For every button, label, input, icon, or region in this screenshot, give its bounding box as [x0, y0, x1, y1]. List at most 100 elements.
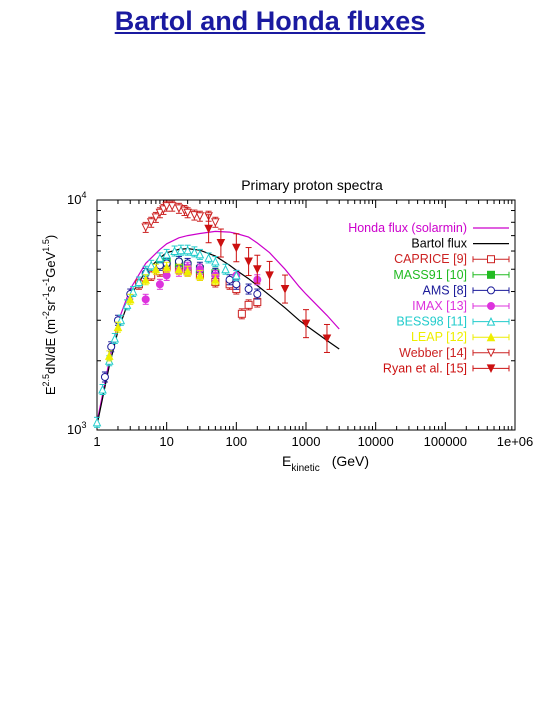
- x-axis-label-sub: kinetic: [291, 463, 319, 474]
- y-axis-label-part: GeV: [43, 251, 58, 277]
- legend-label: AMS [8]: [423, 283, 467, 297]
- x-tick-label: 10000: [358, 434, 394, 449]
- marker: [190, 247, 199, 256]
- marker: [487, 270, 495, 279]
- marker: [244, 300, 253, 309]
- marker: [100, 372, 109, 381]
- marker: [183, 266, 192, 276]
- marker: [183, 245, 192, 255]
- marker: [122, 300, 132, 309]
- y-axis-label-part: sr: [43, 300, 58, 312]
- marker: [125, 294, 135, 304]
- marker: [195, 212, 205, 221]
- marker: [162, 271, 171, 280]
- x-tick-label: 1000: [292, 434, 321, 449]
- x-tick-label: 1e+06: [497, 434, 534, 449]
- y-axis-label-part: -2: [41, 311, 51, 319]
- marker: [486, 348, 496, 358]
- chart-title: Primary proton spectra: [241, 177, 383, 193]
- marker: [162, 249, 171, 259]
- marker: [211, 256, 220, 266]
- marker: [204, 224, 213, 234]
- marker: [487, 302, 495, 310]
- marker: [487, 286, 495, 295]
- marker: [252, 265, 262, 274]
- legend-label: BESS98 [11]: [396, 315, 467, 329]
- slide-title: Bartol and Honda fluxes: [114, 6, 426, 36]
- series-line: [96, 230, 340, 423]
- y-axis-label-part: -1: [41, 292, 51, 300]
- marker: [162, 202, 171, 211]
- x-tick-label: 100000: [424, 434, 467, 449]
- marker: [141, 275, 151, 284]
- x-tick-label: 100: [225, 434, 247, 449]
- curves: [96, 230, 340, 426]
- x-tick-label: 10: [159, 434, 173, 449]
- marker: [183, 208, 192, 218]
- marker: [113, 322, 123, 332]
- y-tick-label: 104: [67, 190, 86, 207]
- marker: [146, 260, 156, 270]
- y-tick-exp: 3: [81, 420, 86, 430]
- y-tick-exp: 4: [81, 190, 86, 200]
- marker: [486, 316, 496, 326]
- marker: [155, 280, 164, 289]
- legend-label: Bartol flux: [411, 237, 467, 251]
- marker: [176, 245, 186, 255]
- x-axis-label-unit: (GeV): [332, 453, 369, 469]
- marker: [232, 270, 241, 280]
- y-axis-label-part: -1: [41, 278, 51, 286]
- marker: [280, 285, 290, 294]
- marker: [322, 334, 332, 344]
- marker: [301, 319, 311, 329]
- marker: [232, 280, 241, 289]
- y-axis-label-part: s: [43, 285, 58, 292]
- marker: [170, 246, 179, 256]
- legend: Honda flux (solarmin) Bartol fluxCAPRICE …: [348, 221, 510, 375]
- chart: Primary proton spectra 1 10 100 1000 10000 10…: [41, 177, 533, 474]
- marker: [487, 255, 495, 264]
- marker: [211, 218, 220, 227]
- marker: [265, 271, 274, 281]
- markers: [92, 200, 332, 428]
- y-axis-label-text: E2.5dN/dE (m-2sr-1s-1GeV1.5): [41, 235, 58, 395]
- legend-label: CAPRICE [9]: [394, 252, 467, 266]
- legend-label: Honda flux (solarmin): [348, 221, 467, 235]
- marker: [211, 275, 220, 284]
- marker: [244, 285, 253, 294]
- y-tick-base: 10: [67, 422, 81, 437]
- marker: [151, 264, 161, 274]
- marker: [253, 290, 262, 299]
- legend-label: LEAP [12]: [411, 330, 467, 344]
- marker: [92, 417, 102, 427]
- marker: [155, 208, 165, 218]
- y-axis-label-part: dN/dE (m: [43, 319, 58, 374]
- marker: [195, 270, 205, 280]
- marker: [155, 253, 165, 262]
- marker: [128, 286, 138, 296]
- marker: [167, 202, 177, 211]
- marker: [195, 249, 205, 259]
- marker: [232, 243, 241, 253]
- y-axis-label-part: 2.5: [41, 374, 51, 387]
- marker: [162, 262, 171, 272]
- marker: [225, 275, 234, 284]
- axis-ticks: [96, 199, 516, 431]
- marker: [486, 364, 496, 374]
- marker: [110, 333, 120, 343]
- y-axis-label-part: 1.5: [41, 239, 51, 252]
- legend-label: IMAX [13]: [412, 299, 467, 313]
- legend-label: Webber [14]: [399, 346, 467, 360]
- marker: [486, 332, 496, 342]
- legend-label: MASS91 [10]: [393, 268, 467, 282]
- marker: [253, 298, 262, 307]
- marker: [141, 295, 150, 304]
- x-tick-labels: 1 10 100 1000 10000 100000 1e+06: [93, 434, 533, 449]
- marker: [204, 253, 213, 262]
- y-tick-base: 10: [67, 192, 81, 207]
- marker: [141, 223, 151, 233]
- marker: [244, 257, 253, 267]
- y-axis-label-part: E: [43, 386, 58, 395]
- legend-label: Ryan et al. [15]: [383, 361, 467, 375]
